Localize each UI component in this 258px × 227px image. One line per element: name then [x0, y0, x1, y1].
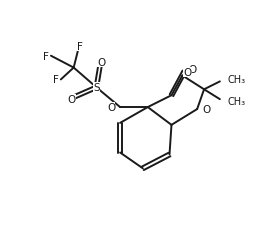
Text: O: O	[188, 64, 197, 74]
Text: F: F	[77, 42, 83, 52]
Text: CH₃: CH₃	[228, 75, 246, 85]
Text: O: O	[202, 105, 210, 115]
Text: CH₃: CH₃	[228, 97, 246, 107]
Text: F: F	[43, 52, 49, 62]
Text: O: O	[107, 103, 115, 113]
Text: S: S	[93, 83, 100, 93]
Text: O: O	[68, 95, 76, 105]
Text: O: O	[97, 57, 106, 67]
Text: O: O	[183, 67, 192, 77]
Text: F: F	[53, 75, 59, 85]
